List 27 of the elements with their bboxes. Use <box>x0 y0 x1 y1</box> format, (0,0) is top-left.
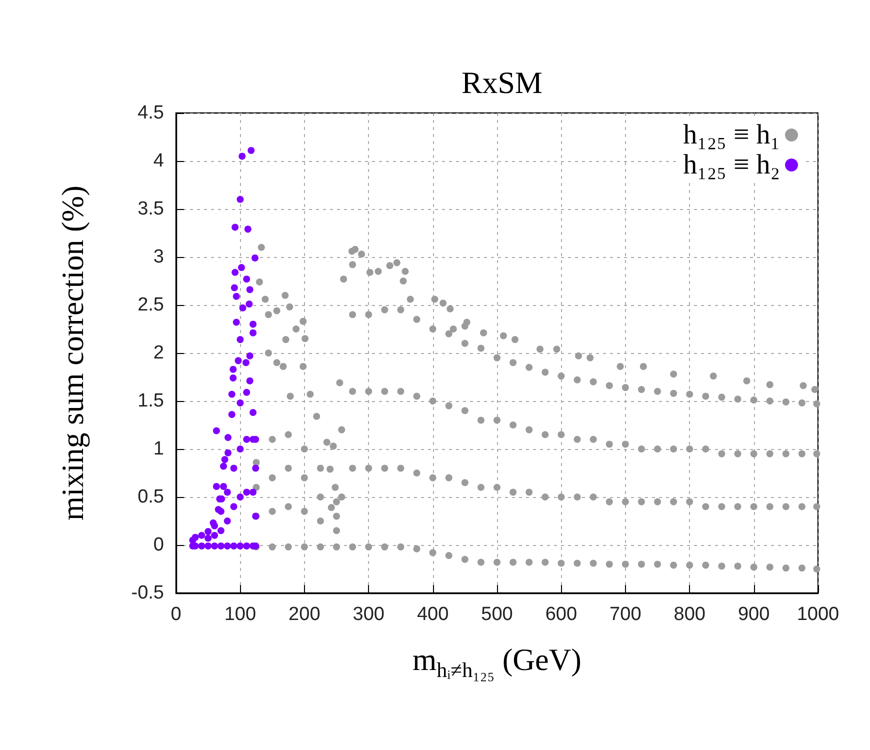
y-tick-label: 3.5 <box>138 198 164 220</box>
y-tick-label: 2.5 <box>138 294 164 316</box>
x-tick-label: 900 <box>738 604 770 625</box>
y-tick-label: 4.5 <box>138 102 164 124</box>
y-tick-label: 4 <box>153 150 164 172</box>
y-axis-title: mixing sum correction (%) <box>55 186 90 520</box>
x-axis-title: m$_{hᵢ≠h₁₂₅}$ (GeV) <box>412 641 582 684</box>
x-tick-label: 200 <box>288 604 320 625</box>
x-tick-label: 800 <box>674 604 706 625</box>
x-tick-label: 1000 <box>796 604 840 625</box>
x-tick-label: 600 <box>545 604 578 625</box>
x-tick-label: 300 <box>352 604 384 625</box>
chart-title: RxSM <box>462 65 542 100</box>
x-tick-label: 400 <box>416 604 449 625</box>
x-tick-label: 0 <box>170 604 182 625</box>
legend-label: h₁₂₅ ≡ h₁ <box>683 120 780 150</box>
y-tick-label: 3 <box>153 246 164 268</box>
y-tick-label: -0.5 <box>131 582 164 604</box>
legend-label: h₁₂₅ ≡ h₂ <box>683 150 780 180</box>
y-tick-label: 1 <box>153 438 164 460</box>
x-tick-label: 100 <box>224 604 256 625</box>
x-tick-label: 700 <box>610 604 642 625</box>
y-tick-label: 1.5 <box>138 390 164 412</box>
y-tick-label: 0.5 <box>138 486 164 508</box>
x-tick-label: 500 <box>481 604 513 625</box>
y-tick-label: 2 <box>153 342 164 364</box>
y-tick-label: 0 <box>153 534 164 556</box>
